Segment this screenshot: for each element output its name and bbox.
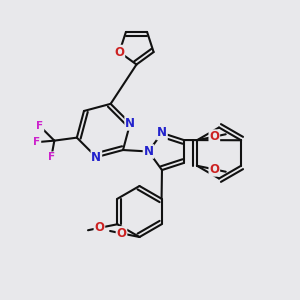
Text: O: O xyxy=(94,221,104,234)
Text: N: N xyxy=(157,127,167,140)
Text: F: F xyxy=(48,152,55,162)
Text: O: O xyxy=(209,163,219,176)
Text: O: O xyxy=(114,46,124,59)
Text: N: N xyxy=(143,145,154,158)
Text: F: F xyxy=(33,137,40,147)
Text: O: O xyxy=(116,227,127,240)
Text: N: N xyxy=(125,117,135,130)
Text: N: N xyxy=(92,151,101,164)
Text: O: O xyxy=(209,130,219,143)
Text: F: F xyxy=(36,121,43,131)
